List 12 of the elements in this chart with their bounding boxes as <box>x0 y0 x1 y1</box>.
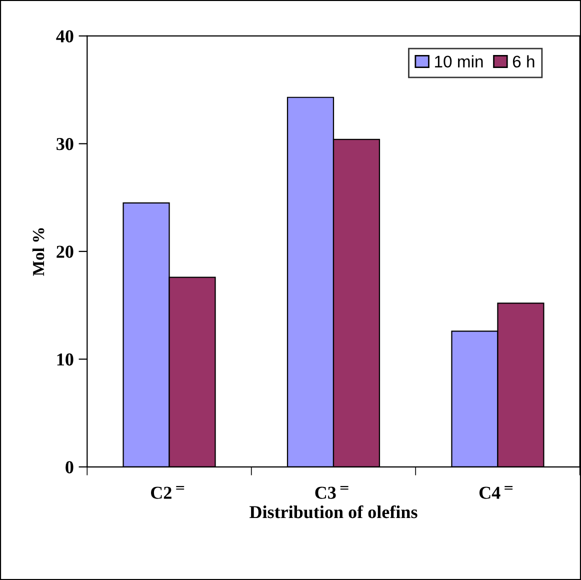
y-tick-label: 40 <box>56 30 74 42</box>
x-tick-label: C3$^{=}$ <box>315 486 348 499</box>
y-tick-label: 20 <box>56 246 74 258</box>
legend-label: 6 h <box>512 55 534 68</box>
x-tick-label: C2$^{=}$ <box>151 486 184 499</box>
y-tick-label: 10 <box>57 353 74 366</box>
x-axis-title: Distribution of olefins <box>250 505 418 518</box>
y-tick-label: 0 <box>66 461 74 474</box>
y-tick-label: 30 <box>56 138 74 150</box>
x-tick-label: C4$^{=}$ <box>479 486 513 499</box>
legend-label: 10 min <box>435 55 483 68</box>
y-axis-title: Mol % <box>32 228 44 276</box>
